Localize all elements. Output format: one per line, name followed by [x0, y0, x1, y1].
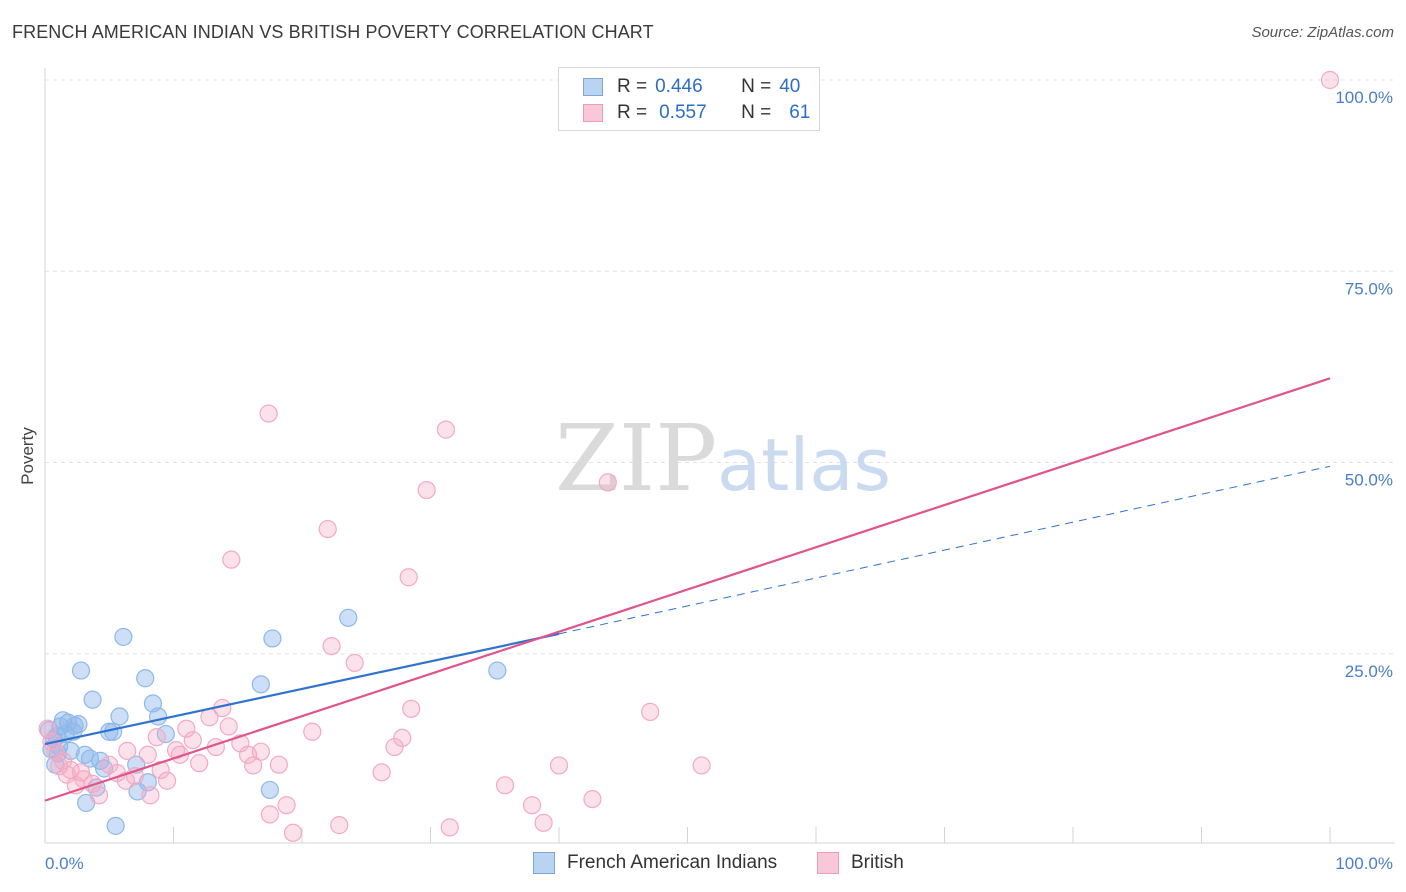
point-british [183, 731, 202, 750]
source-credit: Source: ZipAtlas.com [1251, 24, 1394, 41]
point-british [259, 404, 278, 423]
point-french-american-indians [110, 707, 129, 726]
point-french-american-indians [263, 629, 282, 648]
point-british [219, 717, 238, 736]
y-tick-label: 25.0% [1345, 662, 1393, 681]
legend-swatch-pink [583, 104, 603, 122]
point-british [436, 420, 456, 439]
point-french-american-indians [488, 661, 507, 680]
point-british [177, 719, 196, 738]
bottom-legend-label: British [851, 852, 904, 873]
point-french-american-indians [71, 661, 91, 680]
point-british [277, 796, 296, 815]
legend-r-label: R = [617, 76, 648, 97]
point-british [283, 823, 303, 842]
legend-swatch-blue [583, 78, 603, 96]
point-british [322, 636, 341, 656]
point-british [345, 653, 364, 673]
point-british [495, 776, 515, 795]
point-british [385, 737, 404, 757]
point-british [641, 702, 660, 721]
y-tick-label: 50.0% [1345, 471, 1393, 490]
point-french-american-indians [83, 690, 102, 709]
legend-n-label: N = [741, 102, 772, 123]
trend-lines [44, 377, 1331, 802]
legend-row-french-american-indians: R = 0.446 N = 40 [583, 75, 800, 99]
bottom-legend-swatch-pink [817, 852, 839, 874]
watermark-zip: ZIP [555, 405, 717, 512]
gridlines [45, 79, 1395, 655]
point-british [83, 774, 102, 793]
bottom-legend-label: French American Indians [567, 852, 778, 873]
legend-r-value: 0.446 [655, 76, 703, 97]
legend-n-value: 61 [789, 102, 811, 123]
x-tick-marks [44, 827, 1331, 843]
legend-n-label: N = [741, 76, 772, 97]
point-british [303, 722, 322, 741]
legend-row-british: R = 0.557 N = 61 [583, 101, 810, 125]
x-tick-label-min: 0.0% [45, 854, 84, 873]
point-french-american-indians [339, 608, 358, 627]
point-british [549, 756, 569, 775]
point-british [170, 745, 190, 764]
point-british [269, 755, 288, 774]
point-french-american-indians [136, 669, 155, 688]
correlation-legend: R = 0.446 N = 40 R = 0.557 N = 61 [558, 67, 820, 131]
y-tick-label: 75.0% [1345, 279, 1393, 298]
legend-r-label: R = [617, 102, 648, 123]
point-french-american-indians [61, 741, 80, 761]
point-british [251, 742, 270, 761]
watermark-atlas: atlas [717, 423, 891, 507]
point-british [598, 473, 617, 492]
trend-line-british [44, 377, 1331, 802]
point-british [1320, 70, 1340, 90]
point-british [53, 751, 73, 770]
point-british [89, 786, 109, 805]
bottom-legend-british: British [817, 852, 904, 874]
bottom-legend-swatch-blue [533, 852, 555, 874]
point-british [157, 771, 177, 790]
x-tick-label-max: 100.0% [1335, 854, 1393, 873]
point-british [190, 754, 209, 773]
y-axis-label: Poverty [18, 427, 37, 485]
point-french-american-indians [148, 707, 168, 726]
point-british [318, 519, 337, 539]
point-british [260, 805, 279, 824]
bottom-legend-french-american-indians: French American Indians [533, 852, 777, 874]
y-tick-label: 100.0% [1335, 88, 1393, 107]
point-british [583, 789, 602, 809]
point-british [399, 568, 418, 587]
point-french-american-indians [251, 675, 270, 694]
trend-line-french-american-indians-extension [558, 465, 1331, 635]
point-british [138, 745, 157, 764]
trend-line-french-american-indians [44, 632, 560, 746]
point-british [244, 756, 263, 775]
legend-r-value: 0.557 [659, 102, 707, 123]
point-british [222, 550, 241, 569]
point-french-american-indians [260, 780, 279, 800]
point-french-american-indians [114, 627, 133, 647]
point-british [692, 756, 711, 775]
point-british [440, 818, 459, 837]
point-british [330, 816, 349, 835]
data-points [38, 70, 1340, 842]
point-british [372, 763, 391, 782]
point-british [147, 728, 166, 747]
point-british [141, 786, 160, 805]
point-british [534, 813, 553, 832]
point-french-american-indians [106, 816, 125, 835]
point-british [417, 480, 436, 500]
point-british [402, 699, 421, 718]
point-british [393, 728, 412, 748]
y-tick-labels: 100.0% 75.0% 50.0% 25.0% [1335, 88, 1393, 681]
chart-title: FRENCH AMERICAN INDIAN VS BRITISH POVERT… [12, 22, 654, 42]
point-british [522, 796, 542, 815]
legend-n-value: 40 [779, 76, 801, 97]
point-british [118, 741, 137, 761]
